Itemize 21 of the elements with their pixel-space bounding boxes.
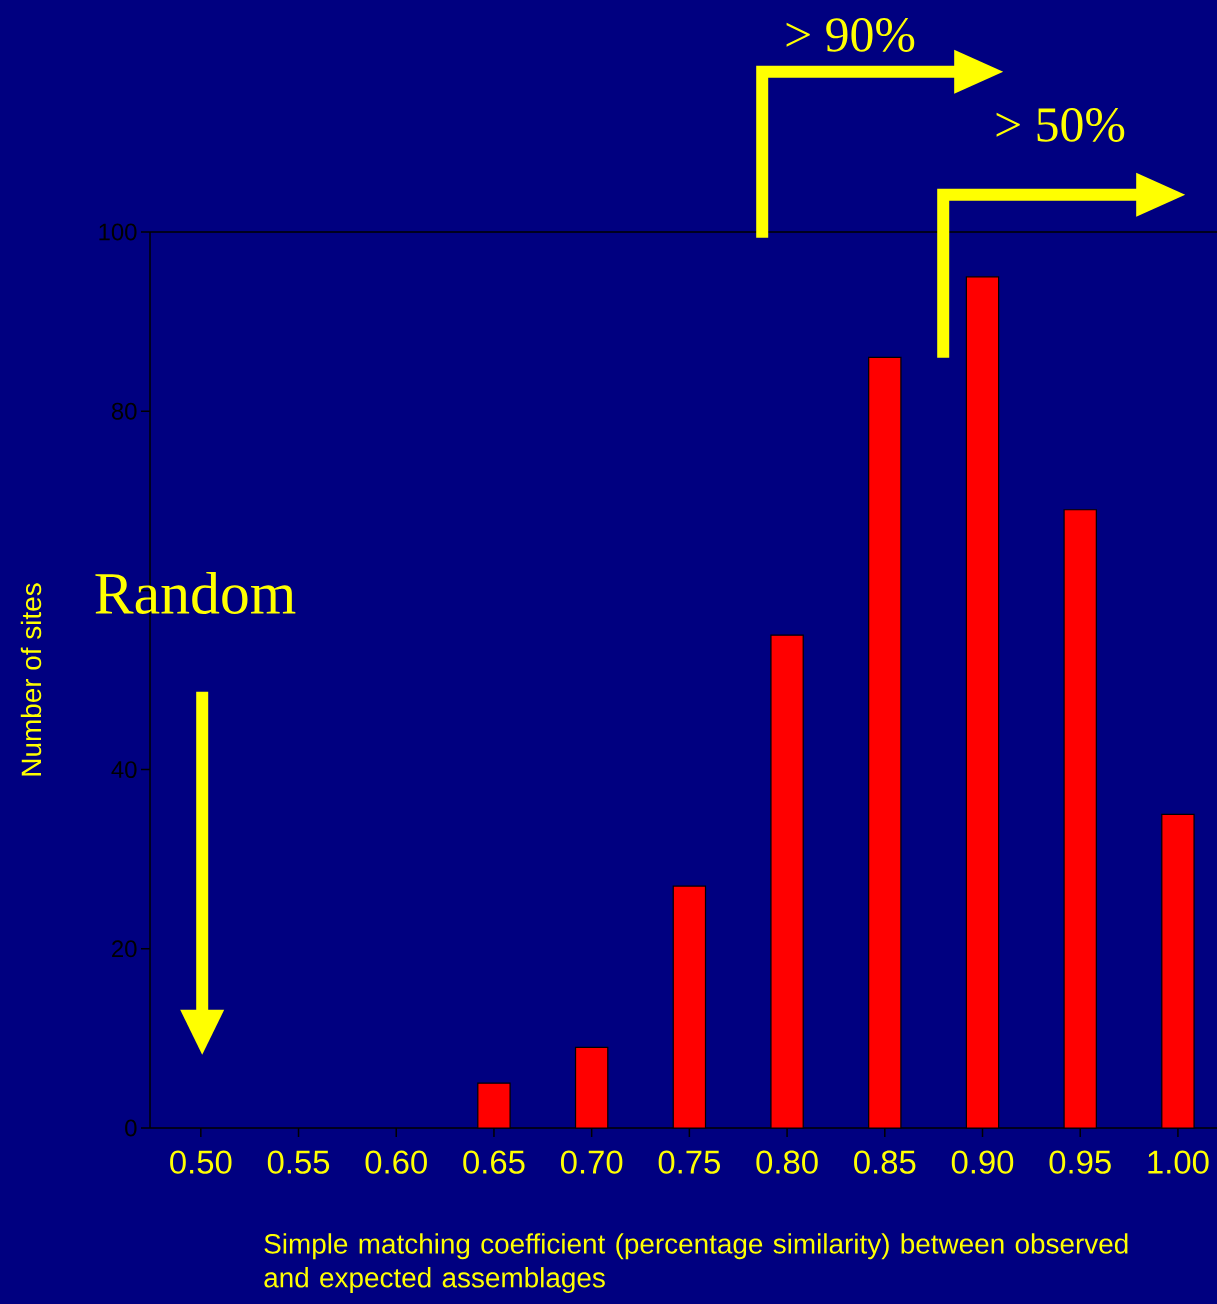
x-tick-label: 0.90 xyxy=(951,1150,1014,1174)
x-axis-title: Simple matching coefficient (percentage similarity) between observed and expected assemblages xyxy=(264,1233,1128,1294)
x-tick-label: 0.75 xyxy=(658,1150,720,1174)
x-tick-label: 0.55 xyxy=(267,1150,330,1174)
x-tick-label: 0.70 xyxy=(560,1150,623,1174)
y-tick-label: 20 xyxy=(112,940,137,958)
y-tick-label: 80 xyxy=(111,402,137,420)
x-tick-label: 0.50 xyxy=(170,1150,232,1174)
y-tick-label: 40 xyxy=(111,761,137,779)
text: > 90% xyxy=(786,18,915,52)
x-tick-label: 0.60 xyxy=(365,1150,427,1174)
y-tick-label: 100 xyxy=(99,223,137,241)
y-tick-label: 0 xyxy=(125,1119,137,1137)
text: > 50% xyxy=(996,108,1125,142)
annotation: Random xyxy=(95,571,296,615)
x-tick-label: 0.80 xyxy=(756,1150,818,1174)
x-tick-label: 0.65 xyxy=(463,1150,525,1174)
y-axis-title: Number of sites xyxy=(20,583,42,776)
x-tick-label: 1.00 xyxy=(1148,1150,1209,1174)
x-tick-label: 0.85 xyxy=(854,1150,916,1174)
x-tick-label: 0.95 xyxy=(1049,1150,1111,1174)
